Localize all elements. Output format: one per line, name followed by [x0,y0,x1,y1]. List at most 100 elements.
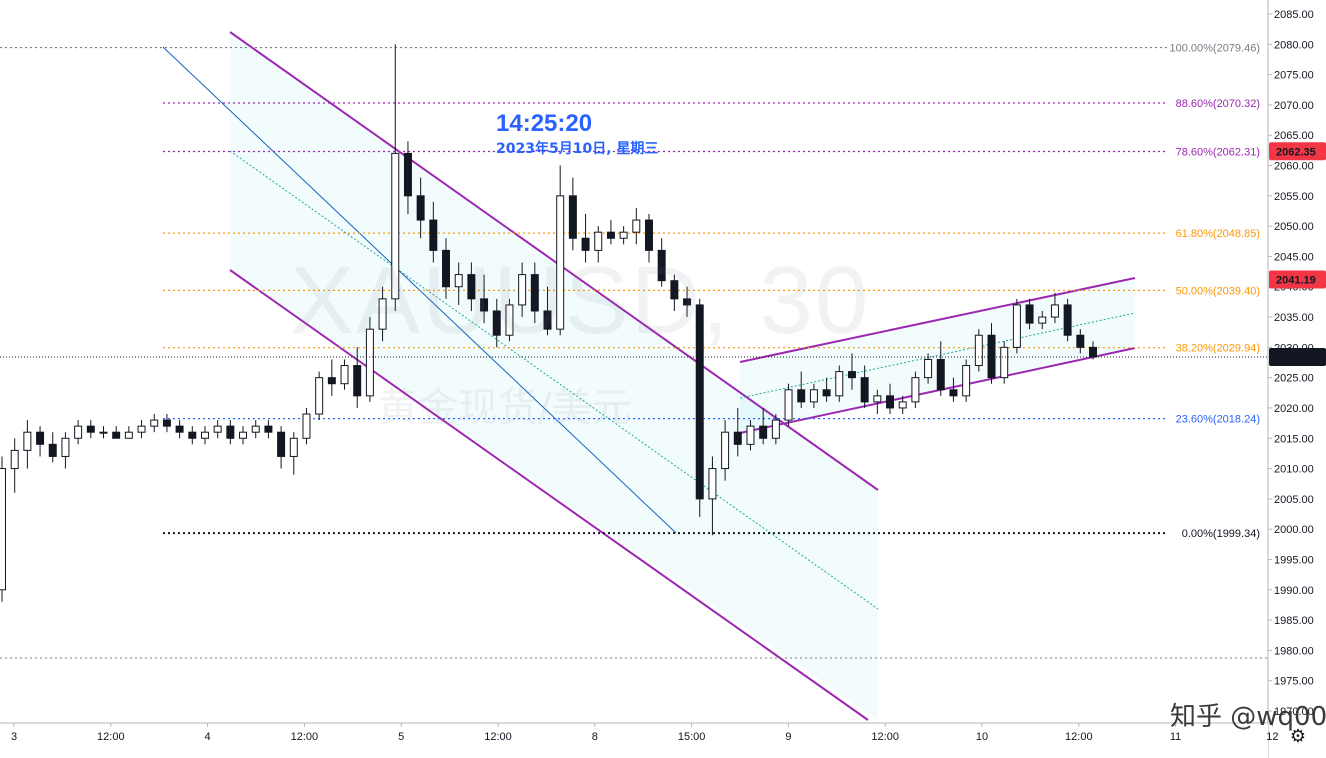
price-tick-label: 2015.00 [1274,433,1314,445]
candle [315,371,324,421]
price-label-box [1269,270,1326,289]
candle-body [327,377,336,385]
time-tick-label: 12:00 [291,731,319,743]
candle-body [1025,304,1034,324]
time-tick-label: 4 [205,731,211,743]
candle-body [0,468,6,591]
price-label-box [1269,348,1326,367]
candle-body [695,304,704,500]
candle [200,426,209,445]
clock-time: 14:25:20 [496,110,593,137]
candle [924,353,933,384]
candle-body [1012,304,1021,348]
candle-body [822,389,831,397]
candle-body [391,152,400,300]
candle-body [860,377,869,403]
time-tick-label: 12:00 [97,731,125,743]
candle-body [886,395,895,409]
author-credit: 知乎 @wq007 [1170,702,1326,732]
candle [1076,329,1085,354]
candle [162,414,171,433]
candle-body [162,419,171,427]
candle [112,426,121,439]
candle [936,341,945,396]
gear-icon[interactable]: ⚙ [1289,726,1307,746]
ascending-channel-lower [739,347,1136,434]
candle-body [251,425,260,433]
candle-body [683,298,692,306]
candle-body [74,425,83,439]
candle [657,238,666,287]
candle-body [518,274,527,306]
candle [0,456,6,602]
price-axis[interactable]: 2085.00 2080.00 2075.00 2070.00 2065.00 2060.… [1267,0,1326,758]
candle-body [581,237,590,251]
time-tick-label: 5 [398,731,404,743]
candle-body [340,365,349,385]
candle [962,359,971,402]
candle-body [467,274,476,300]
candle [683,286,692,318]
candlestick-series [0,44,1268,602]
candle-body [708,468,717,500]
price-label-text: 2028.40 [1276,352,1316,364]
time-tick-label: 9 [785,731,791,743]
price-tick-label: 2045.00 [1274,251,1314,263]
candle [860,365,869,408]
candle-body [365,328,374,397]
candle-body [264,425,273,433]
candle-body [759,425,768,439]
candle-body [771,419,780,439]
candle-body [784,389,793,421]
time-tick-label: 12 [1266,731,1278,743]
candle [429,201,438,263]
drawing-layer [0,31,1268,721]
time-tick-label: 12:00 [484,731,512,743]
candle-body [924,358,933,379]
candle-body [150,419,159,427]
candle [505,298,514,342]
candle [809,383,818,408]
price-tick-label: 2010.00 [1274,464,1314,476]
candle [264,420,273,439]
time-tick-label: 15:00 [678,731,706,743]
candle [733,407,742,457]
price-tick-label: 2055.00 [1274,191,1314,203]
price-tick-label: 2085.00 [1274,9,1314,21]
candle [797,371,806,408]
candle-body [632,219,641,233]
candle [480,274,489,324]
fib-level-label: 0.00%(1999.34) [1182,528,1260,540]
fibonacci-retracement[interactable]: 100.00%(2079.46) 88.60%(2070.32) 78.60%(20… [0,43,1260,541]
candle [606,220,615,245]
candle [949,377,958,402]
candle-body [797,389,806,403]
candle [99,426,108,439]
candle-body [733,431,742,445]
candle [987,323,996,384]
candle-body [188,431,197,439]
ascending-channel-upper [739,277,1136,363]
candle [365,317,374,402]
price-tick-label: 1980.00 [1274,645,1314,657]
candle-body [213,425,222,433]
candle [530,262,539,324]
time-axis[interactable]: 3 12:00 4 12:00 5 12:00 8 15:00 9 12:00 10 12:00 11 1… [0,722,1279,758]
candle [416,177,425,239]
candle [568,177,577,251]
candle-body [112,431,121,439]
price-tick-label: 2000.00 [1274,524,1314,536]
candle-body [416,195,425,221]
price-tick-label: 2020.00 [1274,403,1314,415]
candle-body [936,358,945,391]
candle [188,426,197,445]
candle [150,414,159,433]
price-tick-label: 2035.00 [1274,312,1314,324]
candle-body [835,371,844,397]
price-tick-label: 2075.00 [1274,70,1314,82]
candle [1038,310,1047,330]
time-tick-label: 12:00 [871,731,899,743]
time-tick-label: 12:00 [1065,731,1093,743]
candle [467,262,476,311]
